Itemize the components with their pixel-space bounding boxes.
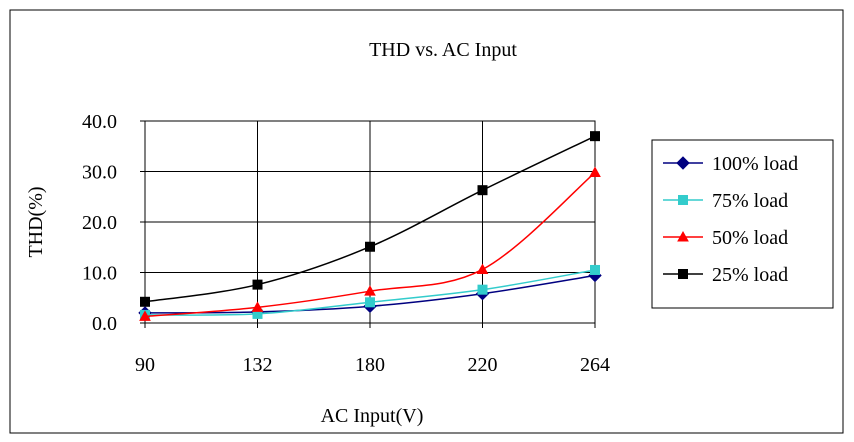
series-group <box>138 131 602 321</box>
y-axis-label: THD(%) <box>25 186 47 257</box>
y-tick-label: 30.0 <box>82 162 117 184</box>
data-point <box>140 296 150 307</box>
legend-marker <box>678 195 688 205</box>
legend-label: 50% load <box>712 227 788 249</box>
legend-marker <box>676 156 690 170</box>
legend-entry: 100% load <box>663 153 798 175</box>
legend-entry: 25% load <box>663 264 788 286</box>
series-2 <box>139 166 601 321</box>
legend-entry: 75% load <box>663 190 788 212</box>
y-tick-label: 10.0 <box>82 263 117 285</box>
data-point <box>477 284 488 295</box>
y-tick-label: 20.0 <box>82 212 117 234</box>
legend-entry: 50% load <box>663 227 788 249</box>
data-point <box>251 301 264 312</box>
data-point <box>590 131 600 142</box>
legend-marker <box>677 230 689 242</box>
chart-title: THD vs. AC Input <box>369 39 517 61</box>
data-point <box>364 285 376 296</box>
x-tick-label: 264 <box>580 354 610 376</box>
data-point <box>365 241 375 252</box>
y-tick-label: 0.0 <box>92 313 117 335</box>
data-point <box>477 185 488 196</box>
legend-label: 100% load <box>712 153 798 175</box>
data-point <box>365 297 375 308</box>
series-3 <box>140 131 600 307</box>
legend-label: 25% load <box>712 264 788 286</box>
data-point <box>252 279 263 290</box>
data-point <box>589 166 601 178</box>
x-tick-label: 90 <box>135 354 155 376</box>
x-axis-label: AC Input(V) <box>321 405 424 427</box>
data-point <box>590 264 600 275</box>
x-tick-label: 132 <box>243 354 273 376</box>
x-axis-ticks: 90 132 180 220 264 <box>135 323 610 376</box>
y-tick-label: 40.0 <box>82 111 117 133</box>
legend-label: 75% load <box>712 190 788 212</box>
x-tick-label: 180 <box>355 354 385 376</box>
legend: 100% load 75% load 50% load 25% load <box>663 153 798 286</box>
y-axis-ticks: 0.0 10.0 20.0 30.0 40.0 <box>82 111 145 335</box>
legend-marker <box>678 269 688 279</box>
data-point <box>476 263 489 274</box>
x-tick-label: 220 <box>468 354 498 376</box>
data-point <box>139 310 151 321</box>
